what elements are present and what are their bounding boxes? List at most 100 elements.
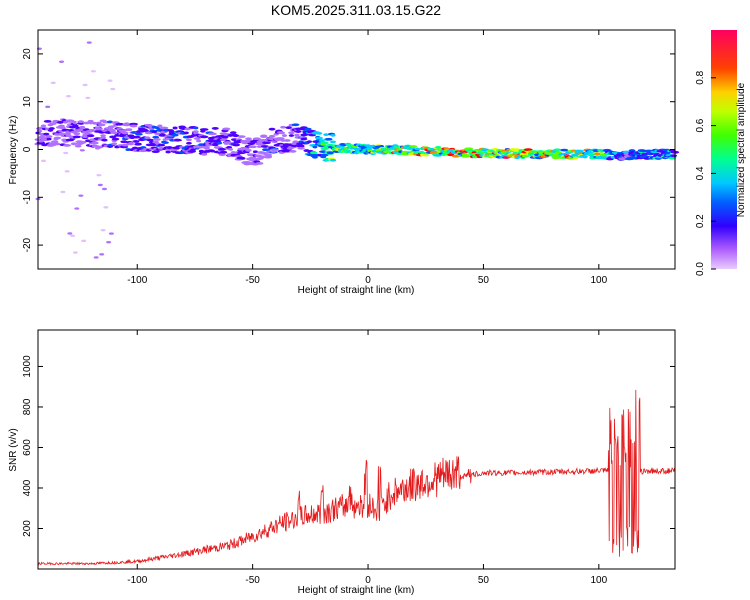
colorbar: 0.0 0.2 0.4 0.6 0.8 Normalized spectral ampl… [695,30,747,276]
spectrogram-cell [330,134,336,137]
snr-y-label: SNR (v/v) [8,428,19,471]
spectrogram-cell [41,159,47,163]
spectrogram-cell [151,130,158,134]
spectrogram-cell [100,228,106,232]
x-tick-label: 100 [590,575,607,586]
y-tick-label: -20 [22,237,33,252]
spectrogram-cell [309,151,318,155]
spectrogram-cell [623,152,630,156]
spectrogram-cell [123,122,130,126]
spectrogram-cell [136,142,142,146]
spectrogram-cell [152,135,160,139]
colorbar-tick-label: 0.8 [695,70,706,84]
spectrogram-cell [523,148,533,152]
spectrogram-cell [63,151,69,155]
spectrogram-cell [221,135,229,139]
spectrogram-y-label: Frequency (Hz) [8,116,19,185]
spectrogram-cell [204,147,210,150]
spectrogram-cell [161,141,169,144]
spectrogram-cell [121,143,129,147]
spectrogram-cell [447,153,455,157]
spectrogram-cell [129,124,138,128]
y-tick-label: 1000 [22,355,33,378]
spectrogram-cell [79,149,85,152]
spectrogram-cell [45,135,53,138]
spectrogram-cell [219,150,228,154]
spectrogram-cell [283,139,291,142]
snr-panel: -100 -50 0 50 100 200 400 600 800 1000 Height of… [8,329,676,596]
spectrogram-cell [199,128,209,131]
spectrogram-cell [107,79,113,82]
spectrogram-cell [157,124,163,128]
spectrogram-cell [183,131,189,135]
spectrogram-cell [65,94,71,98]
y-tick-label: 200 [22,520,33,537]
spectrogram-cell [131,135,141,139]
spectrogram-cell [73,132,81,136]
spectrogram-cell [227,147,234,151]
spectrogram-cell [94,127,104,131]
spectrogram-y-ticks: -20 -10 0 10 20 [22,48,675,252]
spectrogram-cell [304,127,312,131]
spectrogram-cell [315,136,324,140]
spectrogram-cell [240,156,246,160]
spectrogram-cell [312,145,318,149]
spectrogram-cell [70,234,76,237]
spectrogram-cell [266,155,273,158]
spectrogram-x-label: Height of straight line (km) [298,285,415,296]
spectrogram-cell [422,153,429,157]
spectrogram-cell [77,120,85,124]
spectrogram-cell [289,149,297,153]
spectrogram-cell [39,135,45,139]
spectrogram-cells [34,41,680,259]
spectrogram-cell [157,143,166,147]
spectrogram-cell [230,151,236,154]
spectrogram-cell [262,141,271,145]
spectrogram-cell [435,146,442,149]
figure-title: KOM5.2025.311.03.15.G22 [271,2,441,18]
snr-x-label: Height of straight line (km) [298,585,415,596]
spectrogram-cell [430,150,439,154]
spectrogram-cell [107,125,115,129]
spectrogram-cell [295,130,302,133]
spectrogram-cell [294,133,300,137]
spectrogram-cell [86,134,95,138]
spectrogram-cell [259,134,268,138]
spectrogram-cell [53,136,62,140]
x-tick-label: 50 [478,575,490,586]
spectrogram-cell [208,132,217,136]
spectrogram-cell [262,148,271,152]
spectrogram-cell [292,140,299,144]
spectrogram-cell [80,140,87,144]
spectrogram-cell [588,153,596,156]
spectrogram-cell [143,129,149,133]
spectrogram-cell [193,126,199,130]
spectrogram-cell [278,131,286,135]
spectrogram-cell [101,187,107,191]
spectrogram-cell [118,129,127,133]
spectrogram-cell [144,136,151,140]
spectrogram-cell [252,137,261,141]
spectrogram-cell [74,207,80,210]
spectrogram-cell [288,131,295,135]
spectrogram-cell [280,125,287,129]
spectrogram-cell [60,190,66,194]
colorbar-tick-label: 0.2 [695,214,706,228]
spectrogram-cell [99,253,105,256]
spectrogram-cell [288,134,295,137]
spectrogram-cell [186,138,192,142]
spectrogram-x-ticks: -100 -50 0 50 100 [127,30,608,286]
spectrogram-cell [120,140,128,144]
spectrogram-cell [40,124,47,128]
spectrogram-cell [325,137,333,141]
spectrogram-cell [97,123,106,127]
spectrogram-cell [50,140,59,144]
snr-x-ticks: -100 -50 0 50 100 [127,330,608,586]
spectrogram-cell [594,152,601,156]
spectrogram-cell [245,137,252,141]
spectrogram-cell [151,150,160,153]
spectrogram-cell [320,153,329,157]
spectrogram-cell [172,126,178,130]
spectrogram-cell [245,148,252,152]
